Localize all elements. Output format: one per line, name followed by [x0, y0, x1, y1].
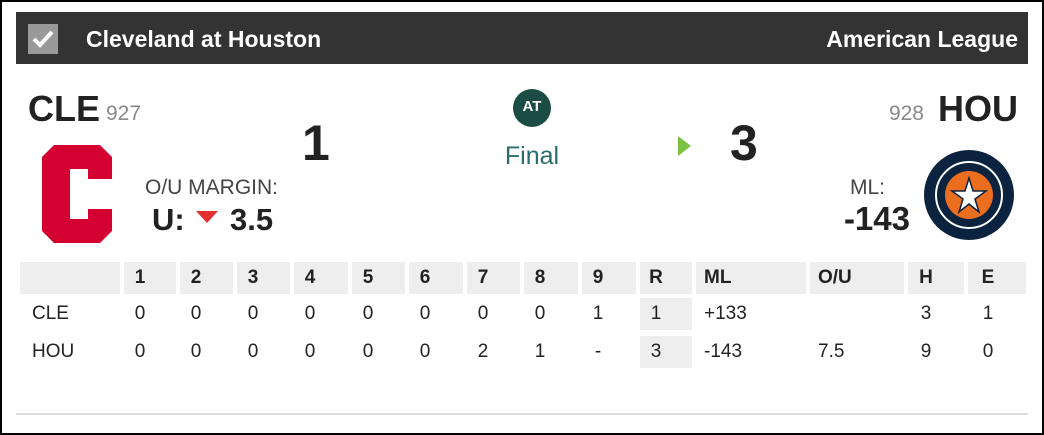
at-badge-bg — [513, 89, 551, 127]
score-cell: 0 — [134, 303, 146, 324]
score-cell: 3 — [650, 341, 662, 362]
ml-value: -143 — [843, 200, 910, 237]
score-cell: 1 — [592, 303, 604, 324]
score-cell: 9 — [920, 341, 932, 362]
header-cell — [696, 262, 806, 294]
header-cell — [810, 262, 904, 294]
header-cell — [124, 262, 176, 294]
home-score: 3 — [730, 115, 758, 171]
column-header: H — [919, 267, 933, 288]
header-cell — [352, 262, 405, 294]
header-cell — [237, 262, 290, 294]
header-cell — [294, 262, 348, 294]
score-cell: 2 — [477, 341, 489, 362]
header-cell — [968, 262, 1026, 294]
team-abbr: HOU — [32, 341, 75, 362]
score-cell: 0 — [534, 303, 546, 324]
column-header: 4 — [304, 267, 316, 288]
down-arrow — [196, 211, 218, 223]
score-cell: 0 — [362, 341, 374, 362]
header-cell — [582, 262, 636, 294]
column-header: O/U — [818, 267, 852, 288]
header-cell — [20, 262, 120, 294]
score-cell: 0 — [190, 341, 202, 362]
score-cell: +133 — [704, 303, 747, 324]
score-cell: 0 — [477, 303, 489, 324]
score-cell: 7.5 — [818, 341, 845, 362]
runs-cell — [640, 298, 692, 330]
away-abbr: CLE — [28, 88, 100, 129]
home-logo — [924, 150, 1014, 240]
column-header: 8 — [534, 267, 546, 288]
divider — [16, 413, 1028, 415]
ou-value: 3.5 — [230, 202, 274, 237]
score-cell: 0 — [190, 303, 202, 324]
header-cell — [180, 262, 233, 294]
score-cell: 0 — [362, 303, 374, 324]
team-abbr: CLE — [32, 303, 69, 324]
score-cell: 0 — [304, 303, 316, 324]
column-header: 9 — [592, 267, 604, 288]
header-cell — [524, 262, 578, 294]
game-status: Final — [504, 142, 560, 170]
ml-label: ML: — [850, 176, 886, 199]
score-cell: -143 — [704, 341, 743, 362]
ou-prefix: U: — [152, 202, 185, 237]
away-score: 1 — [302, 115, 330, 171]
column-header: E — [981, 267, 995, 288]
score-cell: 0 — [134, 341, 146, 362]
ou-label: O/U MARGIN: — [145, 176, 279, 199]
winner-arrow — [678, 136, 691, 156]
runs-cell — [640, 336, 692, 368]
column-header: ML — [704, 267, 732, 288]
header-bar — [16, 12, 1028, 64]
column-header: 3 — [247, 267, 259, 288]
score-cell: 0 — [247, 341, 259, 362]
score-cell: 0 — [419, 341, 431, 362]
header-cell — [640, 262, 692, 294]
column-header: 1 — [134, 267, 146, 288]
score-cell: - — [594, 341, 602, 362]
score-cell: 0 — [982, 341, 994, 362]
score-cell: 0 — [247, 303, 259, 324]
at-badge: AT — [522, 98, 542, 115]
column-header: R — [649, 267, 663, 288]
column-header: 7 — [477, 267, 489, 288]
check-icon — [32, 30, 54, 48]
game-title: Cleveland at Houston — [86, 26, 322, 52]
home-abbr: HOU — [938, 88, 1018, 129]
column-header: 6 — [419, 267, 431, 288]
league: American League — [826, 26, 1018, 52]
score-cell: 0 — [304, 341, 316, 362]
away-logo — [42, 145, 112, 243]
header-cell — [467, 262, 520, 294]
score-cell: 1 — [534, 341, 546, 362]
column-header: 2 — [190, 267, 202, 288]
checkbox[interactable] — [28, 24, 58, 54]
score-cell: 0 — [419, 303, 431, 324]
score-cell: 1 — [650, 303, 662, 324]
column-header: 5 — [362, 267, 374, 288]
score-cell: 1 — [982, 303, 994, 324]
away-number: 927 — [106, 102, 142, 125]
score-cell: 3 — [920, 303, 932, 324]
home-number: 928 — [888, 102, 924, 125]
header-cell — [908, 262, 964, 294]
header-cell — [409, 262, 463, 294]
